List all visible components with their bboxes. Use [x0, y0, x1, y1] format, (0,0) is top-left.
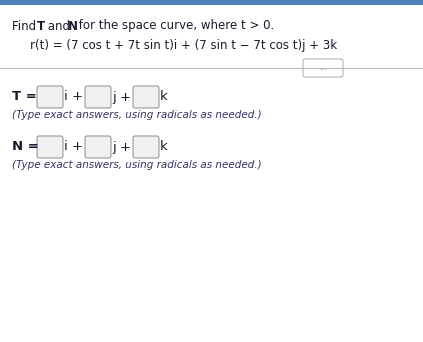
Text: for the space curve, where t > 0.: for the space curve, where t > 0. [75, 19, 274, 32]
FancyBboxPatch shape [85, 136, 111, 158]
FancyBboxPatch shape [37, 136, 63, 158]
Text: N: N [68, 19, 78, 32]
Text: k: k [160, 141, 168, 154]
FancyBboxPatch shape [303, 59, 343, 77]
Text: r(t) = (7 cos t + 7t sin t)i + (7 sin t − 7t cos t)j + 3k: r(t) = (7 cos t + 7t sin t)i + (7 sin t … [30, 39, 337, 53]
Text: j +: j + [112, 91, 135, 104]
FancyBboxPatch shape [133, 136, 159, 158]
Text: j +: j + [112, 141, 135, 154]
Text: k: k [160, 91, 168, 104]
Text: T: T [37, 19, 45, 32]
Text: (Type exact answers, using radicals as needed.): (Type exact answers, using radicals as n… [12, 110, 261, 120]
Text: i +: i + [64, 91, 87, 104]
Text: T =: T = [12, 91, 41, 104]
Bar [0, 0, 423, 5]
FancyBboxPatch shape [133, 86, 159, 108]
Text: (Type exact answers, using radicals as needed.): (Type exact answers, using radicals as n… [12, 160, 261, 170]
FancyBboxPatch shape [85, 86, 111, 108]
Text: N =: N = [12, 141, 44, 154]
Text: Find: Find [12, 19, 40, 32]
FancyBboxPatch shape [37, 86, 63, 108]
Text: i +: i + [64, 141, 87, 154]
Text: and: and [44, 19, 74, 32]
Text: ...: ... [319, 64, 327, 73]
